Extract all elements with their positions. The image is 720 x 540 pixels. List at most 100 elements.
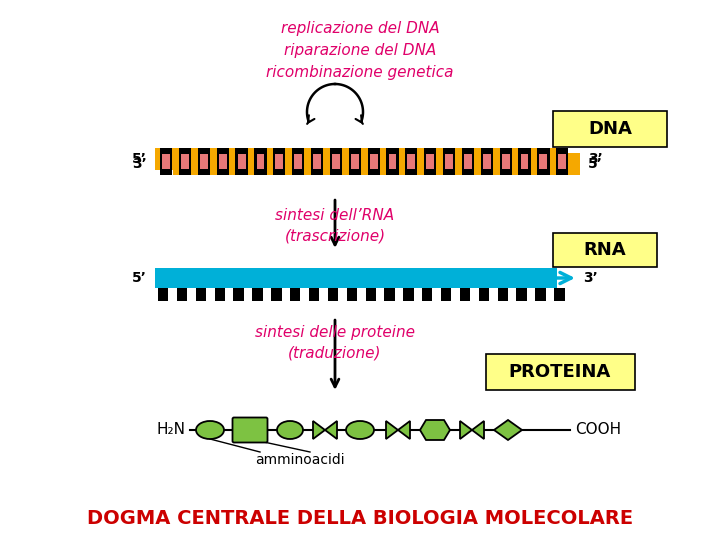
Bar xyxy=(173,153,580,175)
Polygon shape xyxy=(460,421,472,439)
Bar xyxy=(389,154,397,169)
Text: 5’: 5’ xyxy=(132,271,147,285)
Bar xyxy=(332,154,340,169)
Bar xyxy=(498,288,508,301)
Bar xyxy=(219,154,227,169)
FancyBboxPatch shape xyxy=(553,111,667,147)
Bar xyxy=(460,288,470,301)
Bar xyxy=(424,148,436,175)
Bar xyxy=(198,148,210,175)
Bar xyxy=(422,288,433,301)
Bar xyxy=(445,154,453,169)
Bar xyxy=(177,288,187,301)
Bar xyxy=(369,154,377,169)
Bar xyxy=(200,154,208,169)
FancyBboxPatch shape xyxy=(553,233,657,267)
Bar xyxy=(275,154,283,169)
Bar xyxy=(348,148,361,175)
Bar xyxy=(426,154,434,169)
Text: (traduzione): (traduzione) xyxy=(288,346,382,361)
Ellipse shape xyxy=(277,421,303,439)
Bar xyxy=(160,148,172,175)
FancyBboxPatch shape xyxy=(486,354,635,390)
Bar xyxy=(294,154,302,169)
Bar xyxy=(443,148,455,175)
Polygon shape xyxy=(494,420,522,440)
Bar xyxy=(346,288,357,301)
Bar xyxy=(516,288,527,301)
Text: 5’: 5’ xyxy=(132,152,147,166)
Ellipse shape xyxy=(346,421,374,439)
Bar xyxy=(233,288,244,301)
Bar xyxy=(158,288,168,301)
Bar xyxy=(179,148,191,175)
Text: replicazione del DNA: replicazione del DNA xyxy=(281,21,439,36)
Text: DNA: DNA xyxy=(588,120,632,138)
Text: ricombinazione genetica: ricombinazione genetica xyxy=(266,64,454,79)
Polygon shape xyxy=(420,420,450,440)
Bar xyxy=(535,288,546,301)
Bar xyxy=(537,148,549,175)
Bar xyxy=(252,288,263,301)
Text: DOGMA CENTRALE DELLA BIOLOGIA MOLECOLARE: DOGMA CENTRALE DELLA BIOLOGIA MOLECOLARE xyxy=(87,509,633,528)
Polygon shape xyxy=(472,421,484,439)
Bar xyxy=(502,154,510,169)
Bar xyxy=(351,154,359,169)
Bar xyxy=(273,148,285,175)
Bar xyxy=(162,154,170,169)
Text: 3’: 3’ xyxy=(583,271,598,285)
Bar xyxy=(403,288,413,301)
Bar xyxy=(311,148,323,175)
Bar xyxy=(481,148,493,175)
Bar xyxy=(215,288,225,301)
Bar xyxy=(254,148,266,175)
Polygon shape xyxy=(398,421,410,439)
Polygon shape xyxy=(313,421,325,439)
Text: H₂N: H₂N xyxy=(156,422,185,437)
Bar xyxy=(155,268,557,288)
Bar xyxy=(558,154,566,169)
Bar xyxy=(290,288,300,301)
Bar xyxy=(405,148,418,175)
Bar xyxy=(554,288,564,301)
Bar xyxy=(556,148,568,175)
Text: amminoacidi: amminoacidi xyxy=(255,453,345,467)
Bar xyxy=(330,148,342,175)
Bar xyxy=(464,154,472,169)
Bar xyxy=(217,148,229,175)
Bar xyxy=(521,154,528,169)
Polygon shape xyxy=(386,421,398,439)
Bar xyxy=(256,154,264,169)
Bar xyxy=(500,148,512,175)
Text: sintesi delle proteine: sintesi delle proteine xyxy=(255,325,415,340)
Bar xyxy=(539,154,547,169)
Polygon shape xyxy=(325,421,337,439)
Bar xyxy=(181,154,189,169)
Bar xyxy=(479,288,489,301)
Bar xyxy=(441,288,451,301)
Text: COOH: COOH xyxy=(575,422,621,437)
Bar xyxy=(235,148,248,175)
Text: 3’: 3’ xyxy=(132,157,147,171)
Text: PROTEINA: PROTEINA xyxy=(509,363,611,381)
FancyBboxPatch shape xyxy=(233,417,268,442)
Text: 3’: 3’ xyxy=(588,152,603,166)
Bar xyxy=(384,288,395,301)
Bar xyxy=(366,288,376,301)
Bar xyxy=(238,154,246,169)
Bar xyxy=(309,288,319,301)
Text: riparazione del DNA: riparazione del DNA xyxy=(284,43,436,57)
Text: (trascrizione): (trascrizione) xyxy=(284,228,386,244)
Text: 5’: 5’ xyxy=(588,157,603,171)
Bar xyxy=(196,288,206,301)
Bar xyxy=(387,148,399,175)
Text: sintesi dell’RNA: sintesi dell’RNA xyxy=(276,207,395,222)
Bar xyxy=(328,288,338,301)
Bar xyxy=(367,148,379,175)
Bar xyxy=(483,154,491,169)
Ellipse shape xyxy=(196,421,224,439)
Bar xyxy=(408,154,415,169)
Bar xyxy=(155,148,562,170)
Text: RNA: RNA xyxy=(584,241,626,259)
Bar xyxy=(462,148,474,175)
